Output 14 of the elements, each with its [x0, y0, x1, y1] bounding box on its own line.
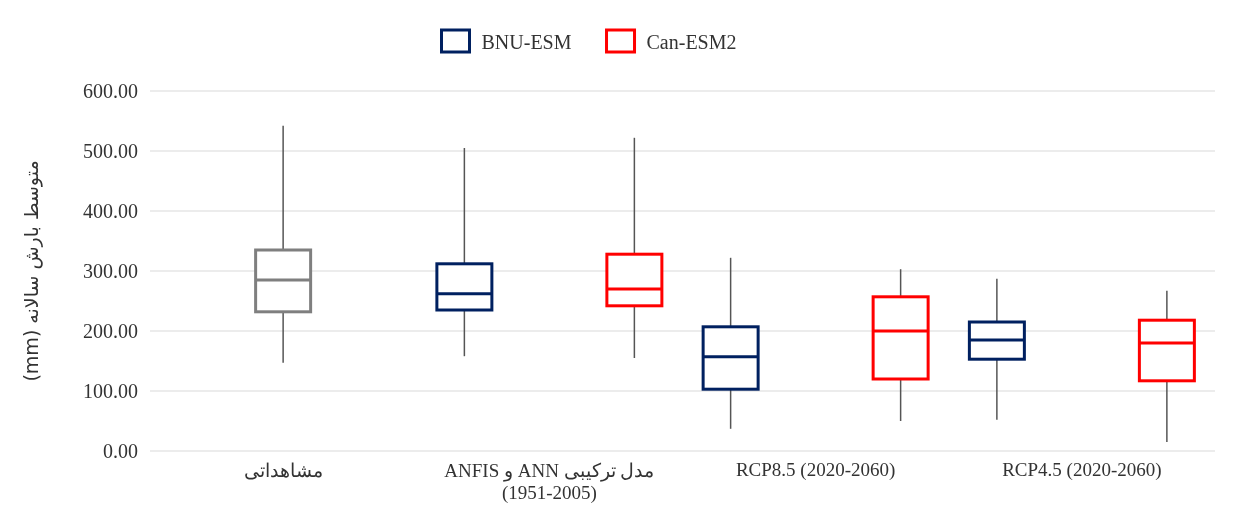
x-tick-label: RCP8.5 (2020-2060) [734, 459, 897, 481]
y-tick-label: 600.00 [83, 80, 138, 102]
y-tick-label: 200.00 [83, 320, 138, 342]
y-axis-title: متوسط بارش سالانه (mm) [20, 160, 43, 382]
y-tick-label: 400.00 [83, 200, 138, 222]
y-tick-label: 0.00 [103, 440, 138, 462]
legend-label: Can-ESM2 [646, 31, 737, 53]
x-tick-label: RCP4.5 (2020-2060) [1001, 459, 1163, 481]
x-tick-label: مدل ترکیبی ANN و ANFIS (1951-2005) [443, 459, 656, 504]
x-tick-label: مشاهداتی [242, 459, 324, 482]
legend-label: BNU-ESM [481, 31, 572, 53]
y-tick-label: 300.00 [83, 260, 138, 282]
y-tick-label: 100.00 [83, 380, 138, 402]
y-tick-label: 500.00 [83, 140, 138, 162]
